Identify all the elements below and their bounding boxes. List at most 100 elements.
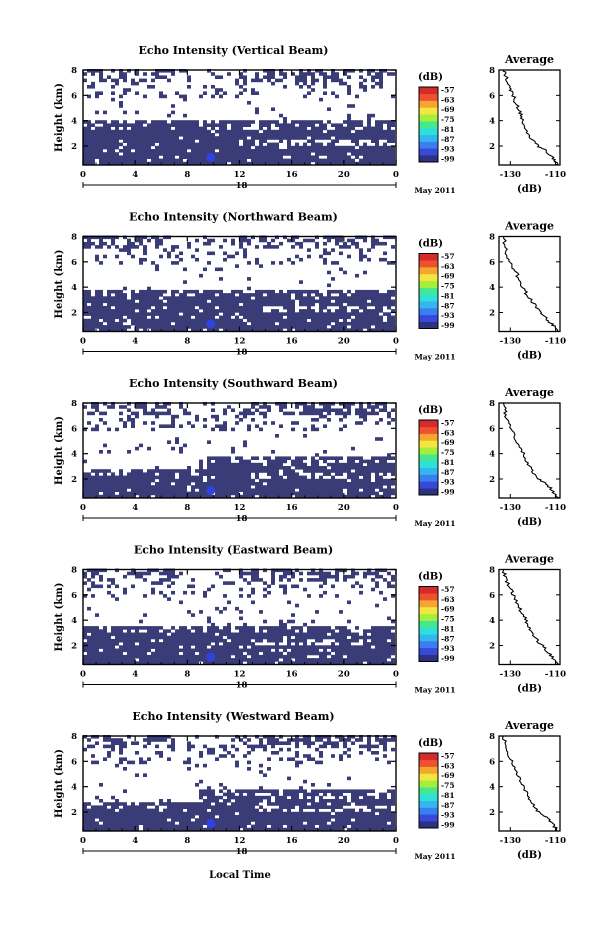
echo-cell (95, 648, 99, 653)
echo-cell (271, 827, 275, 832)
echo-cell (371, 245, 375, 249)
echo-cell (359, 635, 363, 640)
echo-cell (227, 133, 231, 137)
echo-cell (91, 145, 95, 150)
echo-cell (347, 126, 351, 131)
echo-cell (91, 161, 95, 166)
echo-cell (95, 149, 99, 153)
echo-cell (175, 485, 179, 489)
echo-cell (311, 482, 315, 486)
echo-cell (83, 482, 87, 486)
echo-cell (87, 478, 91, 483)
echo-cell (83, 139, 87, 143)
echo-cell (255, 72, 259, 76)
echo-cell (375, 603, 379, 608)
echo-cell (211, 622, 215, 627)
echo-cell (283, 293, 287, 297)
echo-cell (259, 299, 263, 304)
echo-cell (227, 645, 231, 649)
echo-cell (255, 245, 259, 249)
echo-cell (235, 158, 239, 163)
echo-cell (111, 578, 115, 582)
echo-cell (295, 296, 299, 300)
echo-cell (367, 257, 371, 262)
echo-cell (327, 133, 331, 137)
echo-cell (243, 488, 247, 492)
echo-cell (119, 411, 123, 416)
echo-cell (379, 296, 383, 300)
colorbar-tick-label: -69 (441, 438, 455, 447)
echo-cell (247, 424, 251, 428)
echo-cell (359, 590, 363, 595)
echo-cell (363, 658, 367, 662)
echo-cell (195, 136, 199, 140)
echo-cell (103, 120, 107, 124)
echo-cell (315, 241, 319, 246)
echo-cell (267, 482, 271, 486)
echo-cell (199, 610, 203, 614)
echo-cell (283, 648, 287, 653)
echo-cell (111, 321, 115, 326)
echo-cell (191, 648, 195, 653)
echo-cell (127, 129, 131, 134)
echo-cell (83, 629, 87, 633)
echo-cell (103, 651, 107, 656)
echo-cell (179, 626, 183, 630)
echo-cell (219, 129, 223, 134)
echo-cell (299, 129, 303, 134)
echo-cell (215, 821, 219, 825)
echo-cell (195, 414, 199, 419)
echo-cell (315, 462, 319, 467)
echo-cell (303, 136, 307, 140)
echo-cell (243, 642, 247, 646)
echo-cell (95, 571, 99, 576)
echo-cell (335, 645, 339, 649)
echo-cell (343, 126, 347, 131)
echo-cell (127, 475, 131, 480)
echo-cell (255, 78, 259, 83)
echo-cell (95, 482, 99, 486)
echo-cell (339, 472, 343, 476)
echo-cell (179, 251, 183, 256)
echo-cell (171, 424, 175, 428)
echo-cell (319, 475, 323, 480)
echo-cell (307, 405, 311, 409)
echo-cell (367, 312, 371, 316)
echo-cell (219, 427, 223, 432)
echo-cell (207, 661, 211, 665)
echo-cell (295, 485, 299, 489)
average-profile-line (501, 569, 559, 665)
echo-cell (147, 632, 151, 637)
echo-cell (207, 315, 211, 320)
echo-cell (127, 142, 131, 147)
echo-cell (163, 482, 167, 486)
echo-cell (311, 78, 315, 83)
echo-cell (195, 315, 199, 320)
echo-cell (255, 133, 259, 137)
echo-cell (363, 651, 367, 656)
echo-cell (211, 584, 215, 589)
echo-cell (211, 638, 215, 643)
echo-cell (355, 648, 359, 653)
echo-cell (323, 408, 327, 412)
echo-cell (167, 158, 171, 163)
echo-cell (131, 571, 135, 576)
echo-cell (387, 632, 391, 637)
echo-cell (319, 402, 323, 406)
echo-cell (239, 75, 243, 79)
echo-cell (95, 325, 99, 329)
echo-cell (327, 827, 331, 832)
echo-cell (143, 245, 147, 249)
echo-cell (263, 318, 267, 323)
echo-cell (155, 328, 159, 332)
echo-cell (167, 485, 171, 489)
echo-cell (231, 312, 235, 316)
echo-cell (291, 72, 295, 76)
echo-cell (283, 321, 287, 326)
echo-cell (195, 318, 199, 323)
echo-cell (183, 296, 187, 300)
echo-cell (195, 824, 199, 829)
echo-cell (267, 72, 271, 76)
colorbar-segment (419, 481, 438, 489)
colorbar-segment (419, 148, 438, 156)
